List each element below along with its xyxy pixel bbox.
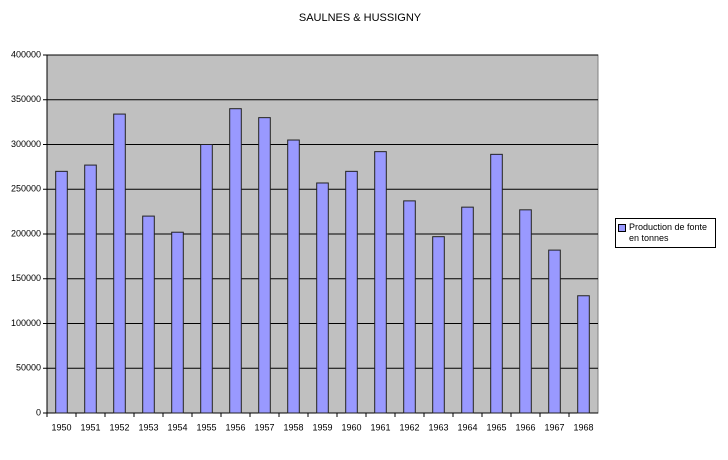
bar (287, 139, 300, 414)
y-tick-label: 100000 (11, 318, 41, 328)
bar (229, 108, 242, 414)
bar (461, 206, 474, 414)
legend: Production de fonte en tonnes (615, 218, 716, 248)
x-tick-label: 1964 (457, 422, 477, 432)
bar (345, 170, 358, 414)
x-tick-label: 1960 (341, 422, 361, 432)
bar (432, 236, 445, 414)
y-tick-label: 250000 (11, 184, 41, 194)
y-tick-label: 50000 (16, 363, 41, 373)
bar (316, 182, 329, 414)
x-tick-label: 1959 (312, 422, 332, 432)
x-tick-label: 1965 (486, 422, 506, 432)
y-tick-label: 350000 (11, 94, 41, 104)
y-tick-label: 200000 (11, 228, 41, 238)
legend-swatch (618, 224, 626, 232)
x-tick-label: 1953 (138, 422, 158, 432)
x-tick-label: 1951 (80, 422, 100, 432)
x-tick-label: 1950 (51, 422, 71, 432)
x-tick-label: 1962 (399, 422, 419, 432)
bar (200, 144, 213, 414)
bar (113, 113, 126, 414)
y-tick-label: 400000 (11, 49, 41, 59)
x-tick-label: 1967 (544, 422, 564, 432)
y-tick-label: 0 (36, 407, 41, 417)
bar (142, 215, 155, 414)
bar (55, 170, 68, 414)
x-tick-label: 1963 (428, 422, 448, 432)
x-tick-label: 1954 (167, 422, 187, 432)
y-tick-label: 300000 (11, 139, 41, 149)
bar (403, 200, 416, 414)
x-tick-label: 1958 (283, 422, 303, 432)
bar (490, 153, 503, 414)
legend-label: Production de fonte en tonnes (629, 222, 708, 243)
x-tick-label: 1952 (109, 422, 129, 432)
bar (577, 295, 590, 414)
x-tick-label: 1955 (196, 422, 216, 432)
x-tick-label: 1968 (573, 422, 593, 432)
bar (84, 164, 97, 414)
bar (519, 209, 532, 414)
bar (171, 231, 184, 414)
x-tick-label: 1961 (370, 422, 390, 432)
x-tick-label: 1957 (254, 422, 274, 432)
bar (548, 249, 561, 414)
x-tick-label: 1966 (515, 422, 535, 432)
bar (258, 117, 271, 414)
chart-title: SAULNES & HUSSIGNY (299, 12, 422, 24)
y-tick-label: 150000 (11, 273, 41, 283)
bar (374, 151, 387, 414)
x-tick-label: 1956 (225, 422, 245, 432)
